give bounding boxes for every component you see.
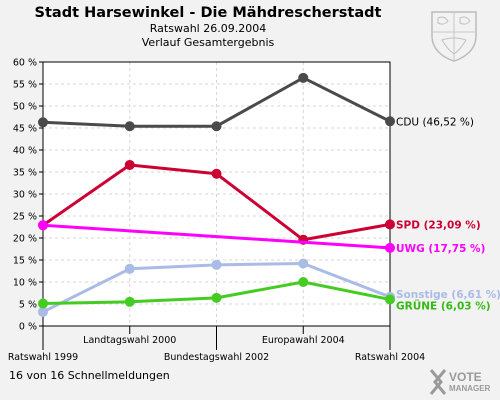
x-tick-label: Landtagswahl 2000: [83, 335, 176, 346]
coat-of-arms-icon: [431, 11, 477, 62]
x-tick-label: Bundestagswahl 2002: [164, 352, 269, 363]
y-tick-label: 30 %: [13, 190, 37, 201]
series-end-label: GRÜNE (6,03 %): [396, 298, 491, 312]
data-point: [385, 116, 395, 127]
series-end-label: SPD (23,09 %): [396, 219, 481, 231]
series-end-label: CDU (46,52 %): [396, 116, 474, 128]
y-tick-label: 5 %: [19, 300, 37, 311]
data-point: [38, 298, 48, 309]
logo-line2: MANAGER: [449, 384, 491, 393]
vote-manager-logo: VOTE MANAGER: [429, 369, 491, 395]
data-point: [298, 72, 309, 83]
y-tick-label: 15 %: [13, 256, 37, 267]
header: Stadt Harsewinkel - Die Mähdrescherstadt…: [0, 4, 416, 50]
y-tick-label: 45 %: [13, 124, 37, 135]
x-tick-label: Ratswahl 2004: [355, 352, 425, 363]
series-end-label: Sonstige (6,61 %): [396, 289, 500, 301]
series-end-label: UWG (17,75 %): [396, 243, 485, 255]
plot-frame: [42, 61, 391, 327]
y-tick-label: 10 %: [13, 278, 37, 289]
data-point: [298, 277, 309, 287]
series-line: [42, 223, 391, 250]
y-tick-label: 60 %: [13, 58, 37, 69]
y-tick-label: 25 %: [13, 212, 37, 223]
y-tick-label: 0 %: [19, 322, 37, 333]
data-point: [38, 220, 48, 231]
x-tick-label: Ratswahl 1999: [8, 352, 78, 363]
data-point: [385, 294, 395, 305]
chart-subtitle: Ratswahl 26.09.2004: [149, 22, 267, 35]
y-tick-label: 50 %: [13, 102, 37, 113]
y-tick-label: 35 %: [13, 168, 37, 179]
data-point: [124, 159, 135, 170]
data-point: [124, 263, 135, 274]
y-tick-label: 55 %: [13, 80, 37, 91]
data-point: [38, 306, 48, 317]
x-tick-label: Europawahl 2004: [262, 335, 345, 346]
footer-status: 16 von 16 Schnellmeldungen: [9, 369, 170, 382]
data-point: [385, 219, 395, 230]
logo-line1: VOTE: [449, 370, 482, 384]
y-tick-label: 40 %: [13, 146, 37, 157]
data-point: [211, 168, 222, 179]
data-point: [211, 292, 222, 303]
data-point: [298, 258, 309, 269]
data-point: [124, 296, 135, 307]
data-point: [38, 117, 48, 128]
data-point: [211, 121, 222, 132]
data-point: [211, 259, 222, 270]
chart-title: Stadt Harsewinkel - Die Mähdrescherstadt: [34, 5, 382, 21]
data-point: [124, 121, 135, 132]
y-tick-label: 20 %: [13, 234, 37, 245]
data-point: [385, 242, 395, 253]
chart-subtitle-2: Verlauf Gesamtergebnis: [141, 36, 275, 49]
